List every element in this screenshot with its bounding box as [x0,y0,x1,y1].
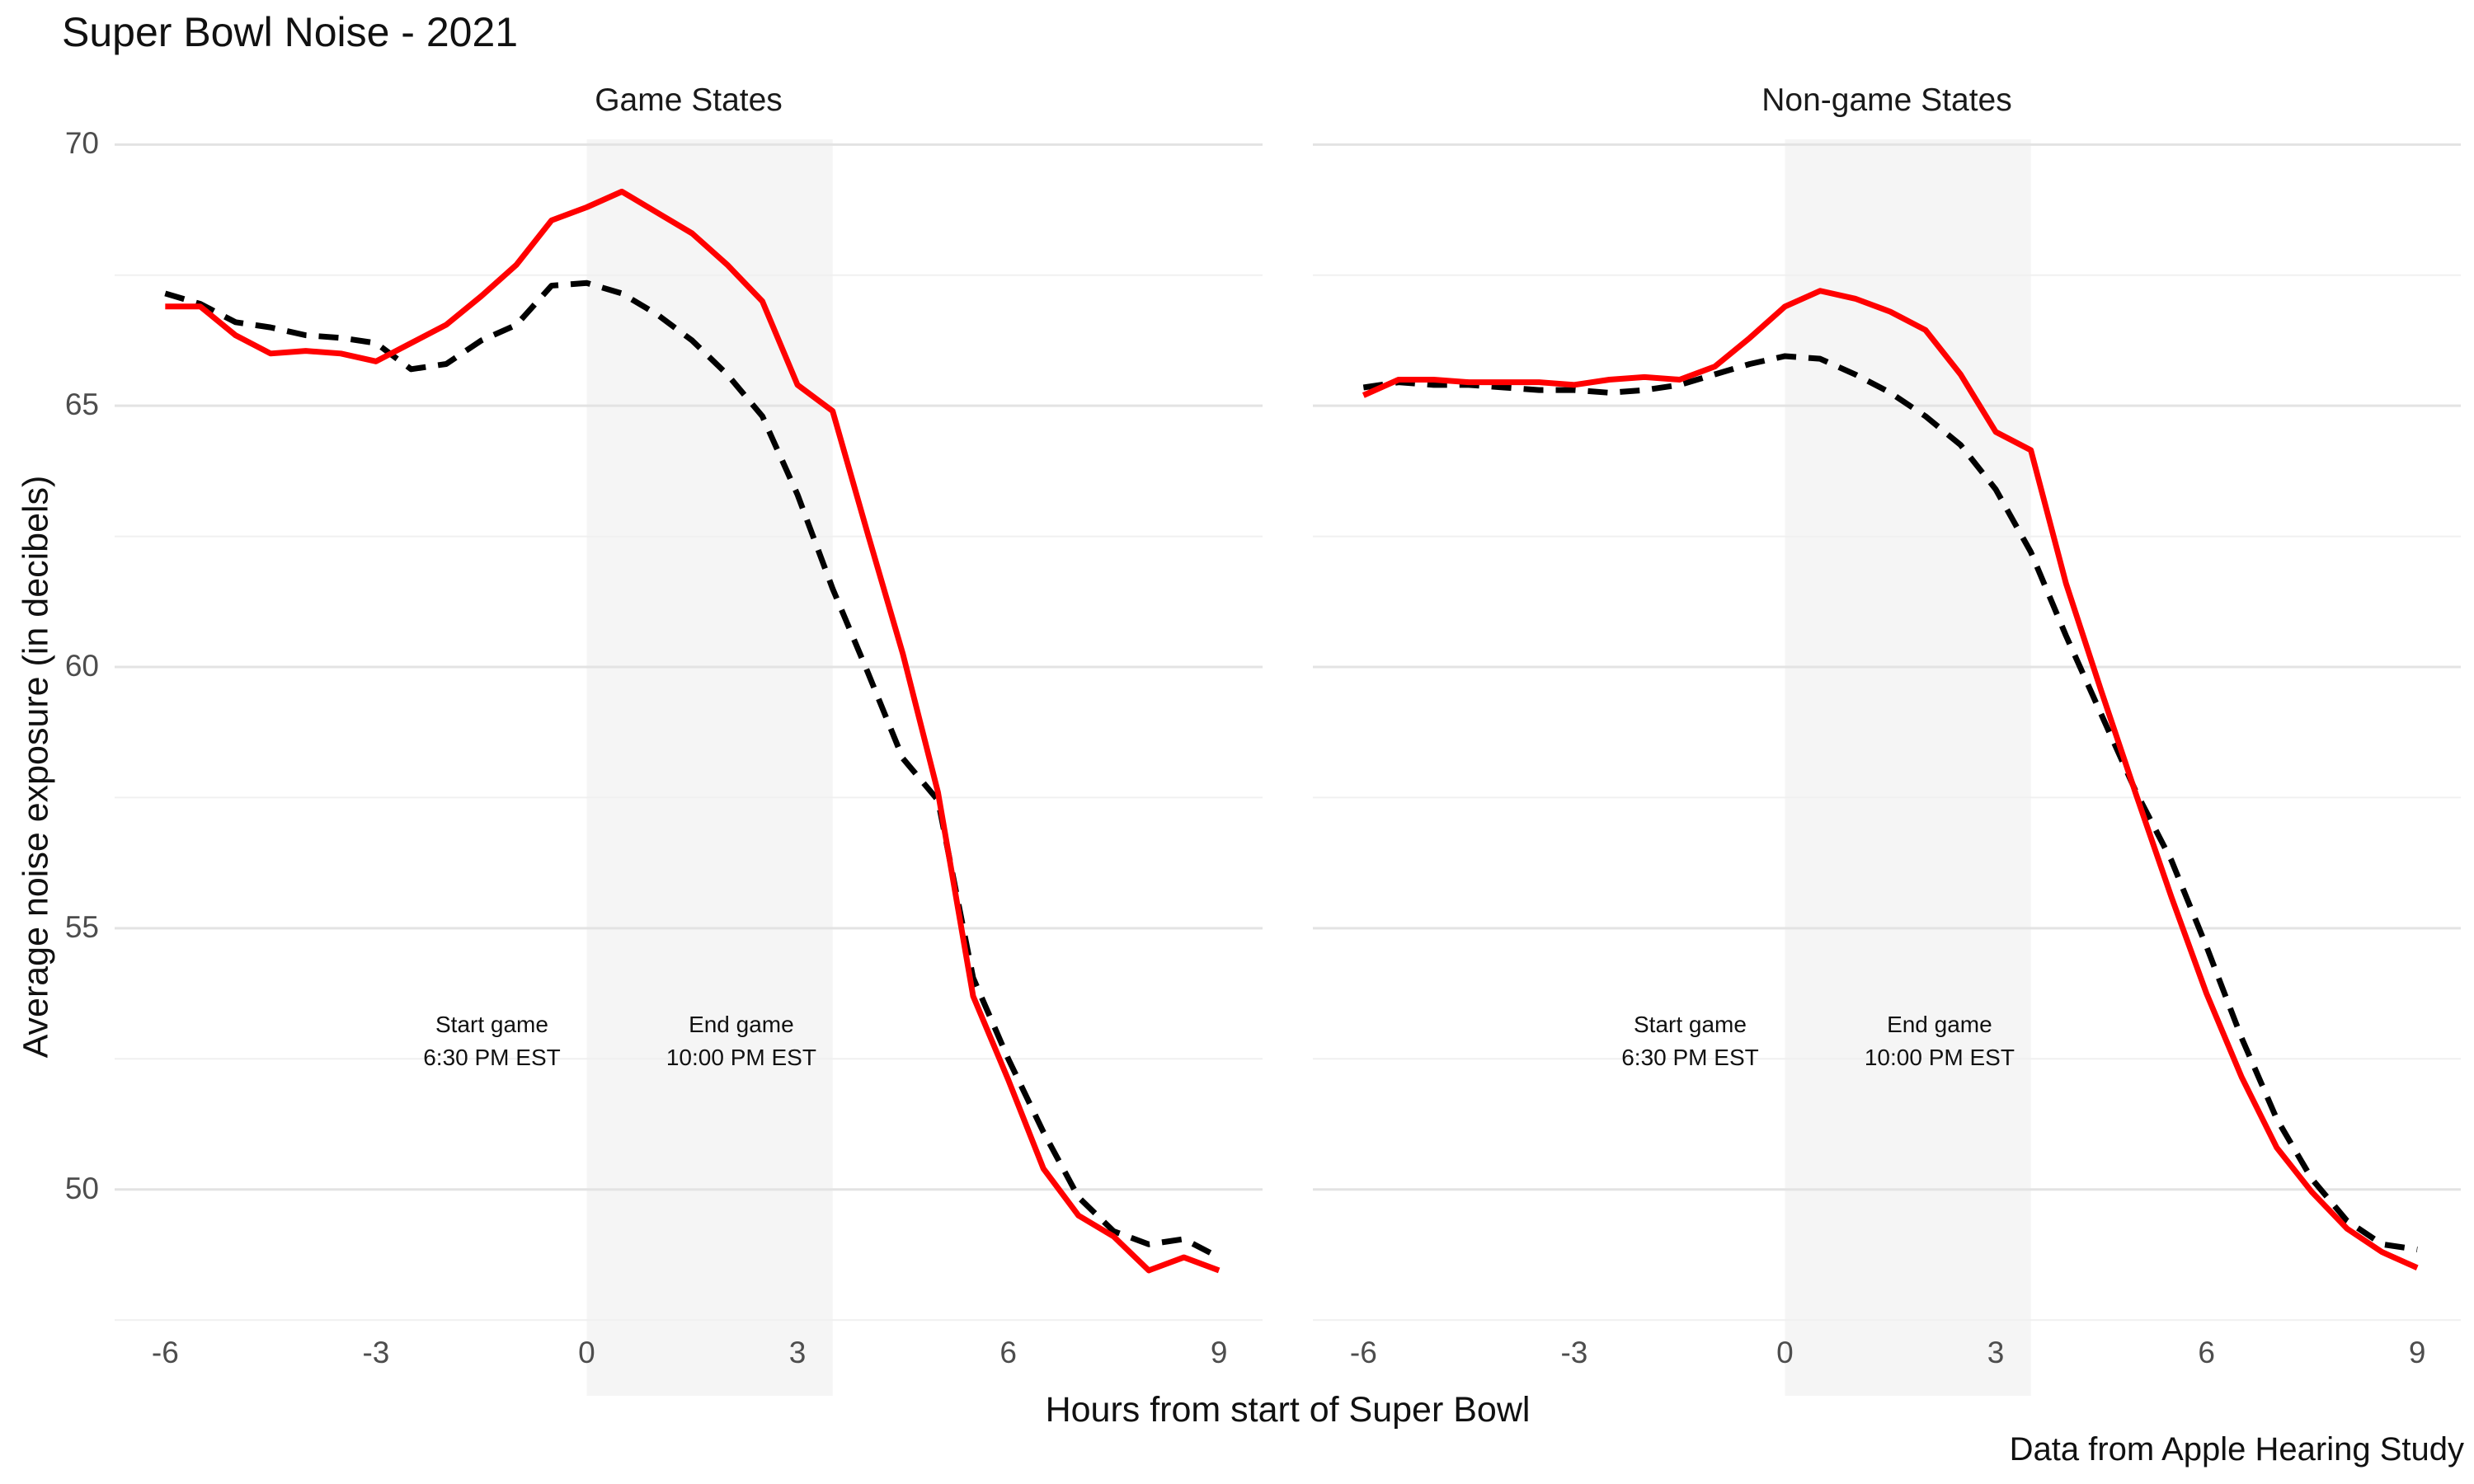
annotation-end-game: End game 10:00 PM EST [666,1008,816,1074]
x-tick-label: 3 [788,1336,807,1369]
y-tick-label: 55 [64,909,99,944]
annotation-line: Start game [435,1012,548,1037]
y-tick-label: 70 [64,126,99,161]
data-source-caption: Data from Apple Hearing Study [2009,1431,2464,1468]
x-tick-label: 0 [578,1336,595,1369]
facet-title-non-game-states: Non-game States [1761,82,2012,118]
x-axis-title: Hours from start of Super Bowl [1045,1390,1531,1430]
chart-title: Super Bowl Noise - 2021 [62,9,519,55]
panel-plot-area [115,139,1263,1396]
game-period-shade [1785,139,2031,1396]
annotation-line: End game [689,1012,794,1037]
annotation-line: Start game [1633,1012,1747,1037]
panel-plot-area [1313,139,2461,1396]
x-tick-label: 9 [1210,1336,1228,1369]
x-tick-label: 3 [1987,1336,2005,1369]
panel-non-game-states: Start game 6:30 PM EST End game 10:00 PM ES… [1313,139,2461,1396]
x-tick-label: -6 [1349,1336,1377,1369]
dashed-line [164,279,1221,1261]
game-period-shade [586,139,833,1396]
annotation-line: End game [1887,1012,1992,1037]
y-tick-label: 65 [64,387,99,422]
x-tick-label: 0 [1776,1336,1794,1369]
facet-title-game-states: Game States [595,82,783,118]
annotation-line: 6:30 PM EST [423,1045,561,1070]
y-axis-title: Average noise exposure (in decibels) [16,475,56,1059]
annotation-start-game: Start game 6:30 PM EST [1621,1008,1759,1074]
dashed-line [1362,353,2418,1253]
y-tick-label: 50 [64,1171,99,1205]
annotation-line: 6:30 PM EST [1621,1045,1759,1070]
y-tick-label: 60 [64,649,99,683]
x-tick-label: -3 [1560,1336,1588,1369]
annotation-line: 10:00 PM EST [1864,1045,2015,1070]
x-tick-label: -6 [151,1336,179,1369]
red-line [165,188,1221,1274]
x-tick-label: 6 [2198,1336,2215,1369]
annotation-end-game: End game 10:00 PM EST [1865,1008,2015,1074]
panel-game-states: Start game 6:30 PM EST End game 10:00 PM ES… [115,139,1263,1396]
annotation-start-game: Start game 6:30 PM EST [423,1008,561,1074]
x-tick-label: 6 [999,1336,1017,1369]
x-tick-label: -3 [362,1336,390,1369]
x-tick-label: 9 [2408,1336,2426,1369]
annotation-line: 10:00 PM EST [666,1045,816,1070]
red-line [1362,288,2419,1270]
